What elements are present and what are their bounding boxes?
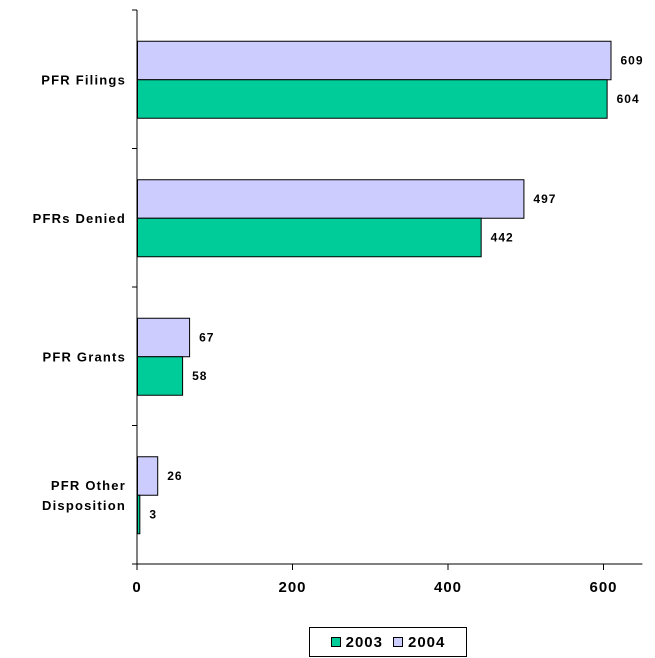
bar-pfr-filings-2003 bbox=[137, 79, 608, 119]
axes-layer bbox=[132, 9, 643, 570]
category-label-pfr-grants: PFR Grants bbox=[42, 349, 126, 364]
bar-pfrs-denied-2003 bbox=[137, 217, 482, 258]
x-tick-label-0: 0 bbox=[132, 579, 141, 596]
value-label-pfr-other-disposition-2004: 26 bbox=[167, 469, 182, 483]
bars-layer bbox=[137, 40, 612, 535]
category-label-pfr-other-disposition-line-1: PFR Other bbox=[51, 478, 126, 493]
bar-pfr-other-disposition-2004 bbox=[137, 456, 159, 496]
value-label-pfr-grants-2003: 58 bbox=[192, 369, 207, 383]
x-tick-label-200: 200 bbox=[278, 579, 306, 596]
x-tick-label-400: 400 bbox=[434, 579, 462, 596]
value-label-pfrs-denied-2004: 497 bbox=[533, 192, 556, 206]
legend-item-2004: 2004 bbox=[393, 634, 445, 651]
bar-pfr-other-disposition-2003 bbox=[137, 494, 141, 535]
value-label-pfr-filings-2003: 604 bbox=[617, 92, 640, 106]
category-label-pfr-other-disposition-line-2: Disposition bbox=[42, 498, 126, 513]
legend-swatch-2004 bbox=[393, 637, 403, 647]
legend-item-2003: 2003 bbox=[330, 633, 383, 651]
labels-layer: 609 604 PFR Filings 497 442 PFRs Denied 67 58 PF… bbox=[33, 54, 643, 597]
x-tick-label-600: 600 bbox=[589, 579, 617, 596]
value-label-pfr-filings-2004: 609 bbox=[620, 54, 643, 68]
legend-label-2003: 2003 bbox=[345, 633, 383, 651]
value-label-pfr-grants-2004: 67 bbox=[199, 331, 214, 345]
legend-swatch-2003 bbox=[330, 637, 341, 647]
bar-pfrs-denied-2004 bbox=[137, 179, 525, 219]
bar-pfr-grants-2004 bbox=[137, 317, 191, 358]
value-label-pfr-other-disposition-2003: 3 bbox=[149, 508, 157, 522]
legend-label-2004: 2004 bbox=[408, 633, 446, 651]
category-label-pfr-filings: PFR Filings bbox=[41, 72, 126, 87]
bar-pfr-grants-2003 bbox=[137, 356, 184, 396]
legend: 2003 2004 bbox=[309, 627, 467, 657]
category-label-pfrs-denied: PFRs Denied bbox=[33, 211, 126, 226]
value-label-pfrs-denied-2003: 442 bbox=[491, 231, 514, 245]
bar-pfr-filings-2004 bbox=[137, 40, 612, 81]
